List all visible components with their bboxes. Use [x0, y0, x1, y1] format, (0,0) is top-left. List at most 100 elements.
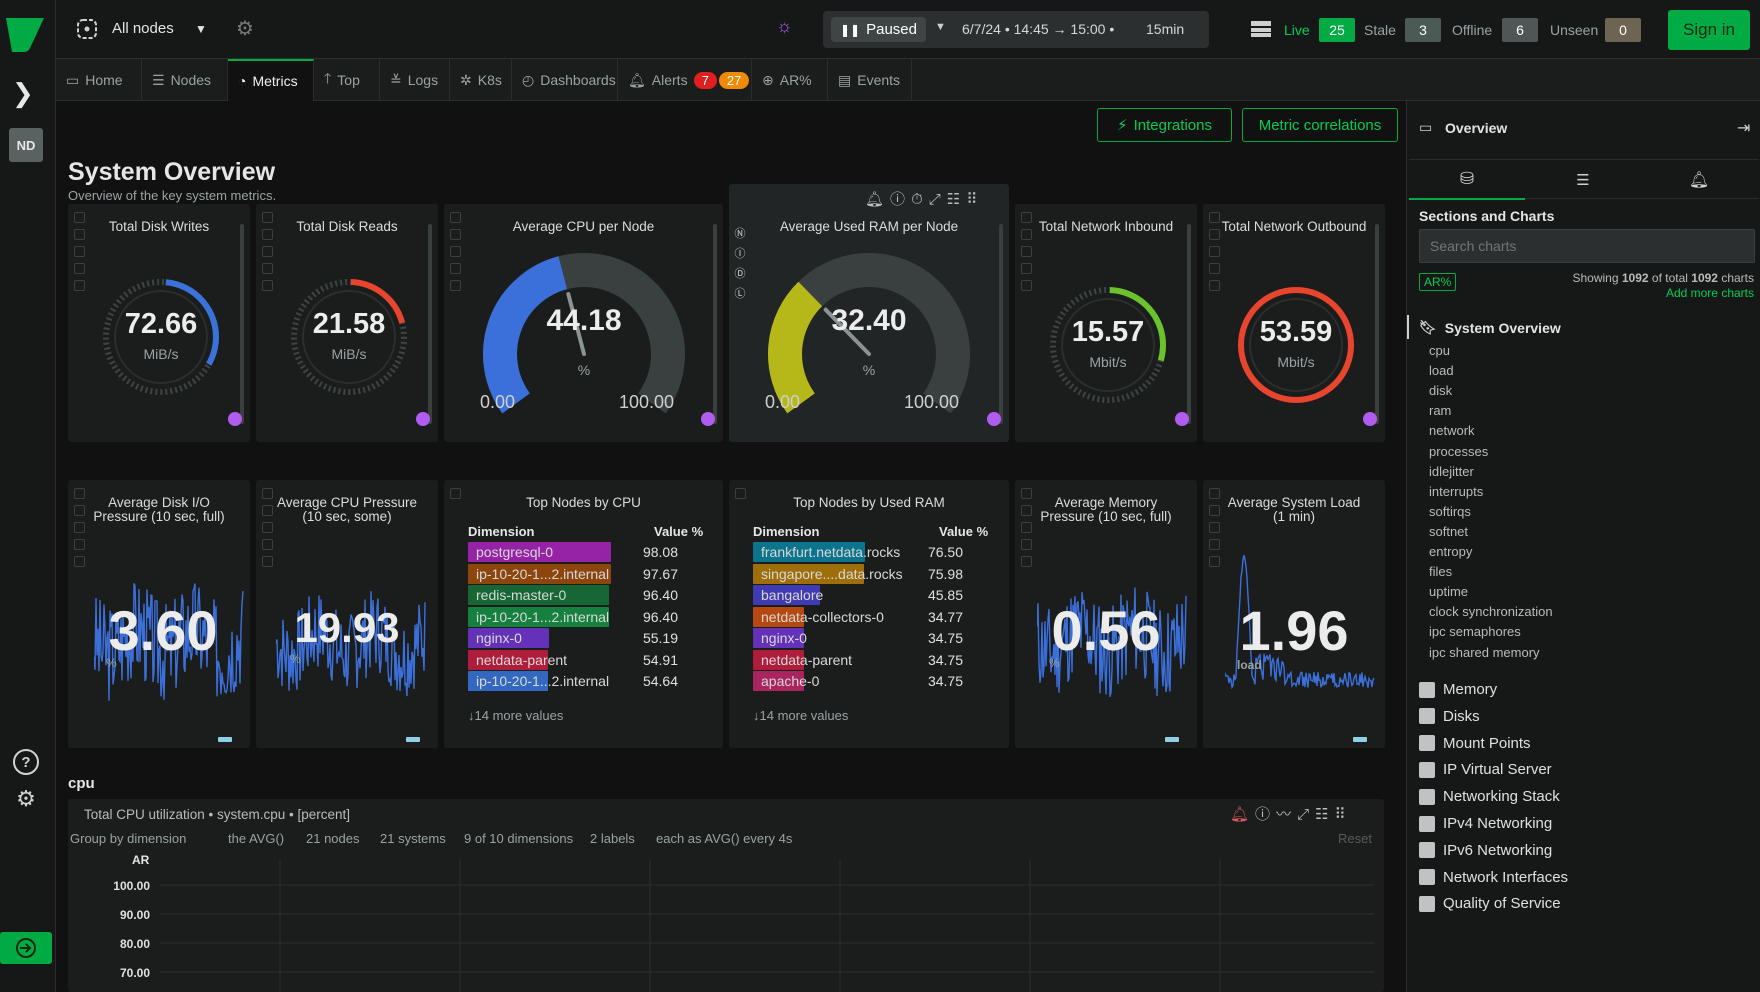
search-charts-input[interactable] [1419, 229, 1755, 263]
collapse-panel-icon[interactable]: ⇥ [1737, 120, 1751, 137]
ar-badge[interactable]: AR% [1419, 273, 1457, 291]
toc-group-ip-virtual-server[interactable]: IP Virtual Server [1419, 761, 1552, 778]
tab-ar[interactable]: ⊕ AR% [752, 59, 828, 101]
reset-button[interactable]: Reset [1338, 831, 1372, 846]
toc-group-network-interfaces[interactable]: Network Interfaces [1419, 869, 1568, 886]
table-row[interactable]: ip-10-20-1...2.internal 97.67 [468, 563, 678, 584]
pin-icon[interactable] [1363, 412, 1377, 426]
live-count[interactable]: 25 [1319, 18, 1355, 42]
toc-group-quality-of-service[interactable]: Quality of Service [1419, 895, 1561, 912]
alerts-tab[interactable]: 🔔︎ [1688, 172, 1710, 189]
toc-group-networking-stack[interactable]: Networking Stack [1419, 788, 1560, 805]
toc-item-load[interactable]: load [1429, 363, 1454, 379]
sliders-icon[interactable]: ☷ [1315, 806, 1335, 823]
card-scrollbar[interactable] [240, 224, 244, 424]
table-row[interactable]: ip-10-20-1...2.internal 54.64 [468, 671, 678, 691]
toc-item-processes[interactable]: processes [1429, 443, 1489, 459]
tab-events[interactable]: ▤ Events [828, 59, 912, 101]
cpu-chart-plot[interactable] [160, 859, 1374, 992]
chevron-down-icon[interactable]: ▼ [935, 21, 946, 33]
sections-tab[interactable]: ⛁ [1409, 160, 1525, 200]
toc-item-clock-synchronization[interactable]: clock synchronization [1429, 604, 1553, 620]
unseen-count[interactable]: 0 [1605, 18, 1641, 42]
pin-icon[interactable] [228, 412, 242, 426]
card-scrollbar[interactable] [1375, 224, 1379, 424]
table-row[interactable]: postgresql-0 98.08 [468, 542, 678, 562]
toc-group-mount-points[interactable]: Mount Points [1419, 735, 1531, 752]
table-row[interactable]: bangalore 45.85 [753, 585, 963, 605]
toc-group-memory[interactable]: Memory [1419, 681, 1497, 698]
filter-tab[interactable]: ☰ [1576, 172, 1590, 189]
drag-icon[interactable]: ⠿ [1334, 806, 1352, 823]
tab-alerts[interactable]: 🔔︎ Alerts 7 27 [618, 59, 752, 101]
bell-icon[interactable]: 🔔︎ [1230, 806, 1256, 823]
info-icon[interactable]: ⓘ [1255, 806, 1277, 823]
tab-top[interactable]: 🡑 Top [314, 59, 380, 101]
tab-dashboards[interactable]: ◴ Dashboards [512, 59, 618, 101]
mem-pressure-card[interactable]: Average Memory Pressure (10 sec, full) 0… [1015, 480, 1197, 748]
space-selector[interactable]: All nodes [112, 20, 174, 37]
bell-icon[interactable]: 🔔︎ [865, 191, 891, 208]
tab-home[interactable]: ▭ Home [56, 59, 142, 101]
toc-item-cpu[interactable]: cpu [1429, 343, 1450, 358]
card-scrollbar[interactable] [713, 224, 717, 424]
table-row[interactable]: ip-10-20-1...2.internal 96.40 [468, 606, 678, 627]
cpu-gauge-card[interactable]: Average CPU per Node 44.18 % 0.00 100.00 [444, 204, 723, 442]
duration[interactable]: 15min [1146, 21, 1185, 37]
toc-item-interrupts[interactable]: interrupts [1429, 483, 1484, 499]
table-row[interactable]: nginx-0 34.75 [753, 628, 963, 648]
chart-toolbar[interactable]: 🔔︎ⓘ〰⤢☷⠿ [1230, 803, 1352, 824]
tab-metrics[interactable]: ◔ Metrics [228, 59, 314, 101]
pin-icon[interactable] [987, 412, 1001, 426]
table-row[interactable]: netdata-parent 54.91 [468, 649, 678, 670]
more-values-link[interactable]: ↓14 more values [468, 708, 564, 723]
labels-filter[interactable]: 2 labels [590, 831, 635, 846]
info-icon[interactable]: ⓘ [890, 191, 912, 208]
top-cpu-card[interactable]: Top Nodes by CPU Dimension Value % ↓14 m… [444, 480, 723, 748]
toc-item-entropy[interactable]: entropy [1429, 544, 1473, 559]
toc-group-ipv4-networking[interactable]: IPv4 Networking [1419, 815, 1552, 832]
table-row[interactable]: netdata-parent 34.75 [753, 649, 963, 670]
gear-icon[interactable]: ⚙ [236, 18, 254, 40]
toc-item-softirqs[interactable]: softirqs [1429, 503, 1471, 519]
pin-icon[interactable] [701, 412, 715, 426]
expand-rail-icon[interactable]: ❯ [12, 78, 34, 108]
table-row[interactable]: netdata-collectors-0 34.77 [753, 606, 963, 627]
table-row[interactable]: apache-0 34.75 [753, 671, 963, 691]
cpu-pressure-card[interactable]: Average CPU Pressure (10 sec, some) 19.9… [256, 480, 438, 748]
card-scrollbar[interactable] [1187, 224, 1191, 424]
add-more-charts-link[interactable]: Add more charts [1665, 286, 1754, 300]
toc-item-files[interactable]: files [1429, 564, 1453, 580]
play-pause-button[interactable]: ❚❚ Paused [831, 17, 926, 42]
help-icon[interactable]: ? [13, 749, 39, 775]
sliders-icon[interactable]: ☷ [946, 191, 967, 208]
sys-load-card[interactable]: Average System Load (1 min) 1.96 load [1203, 480, 1385, 748]
signin-rail-button[interactable] [0, 932, 52, 964]
card-toolbar[interactable]: 🔔︎ⓘ⏱⤢☷⠿ [865, 188, 983, 209]
cpu-chart-card[interactable]: Total CPU utilization • system.cpu • [pe… [68, 799, 1384, 992]
disk-reads-card[interactable]: Total Disk Reads 21.58 MiB/s [256, 204, 438, 442]
toc-group-disks[interactable]: Disks [1419, 708, 1480, 725]
time-range[interactable]: 6/7/24 • 14:45 → 15:00 • [962, 21, 1115, 37]
tab-k8s[interactable]: ✲ K8s [450, 59, 512, 101]
top-ram-card[interactable]: Top Nodes by Used RAM Dimension Value % … [729, 480, 1009, 748]
systems-filter[interactable]: 21 systems [380, 831, 446, 846]
net-out-card[interactable]: Total Network Outbound 53.59 Mbit/s [1203, 204, 1385, 442]
drag-icon[interactable]: ⠿ [966, 191, 984, 208]
toc-item-disk[interactable]: disk [1429, 383, 1453, 399]
card-mode-icons[interactable]: Ⓝ Ⓘ Ⓓ Ⓛ [734, 228, 746, 300]
tab-nodes[interactable]: ☰ Nodes [142, 59, 228, 101]
table-row[interactable]: redis-master-0 96.40 [468, 585, 678, 605]
disk-writes-card[interactable]: Total Disk Writes 72.66 MiB/s [68, 204, 250, 442]
pin-icon[interactable] [416, 412, 430, 426]
toc-system-overview[interactable]: 🔖︎ System Overview [1419, 319, 1561, 336]
toc-item-ipc-shared-memory[interactable]: ipc shared memory [1429, 644, 1540, 660]
toc-item-uptime[interactable]: uptime [1429, 584, 1469, 600]
toc-group-ipv6-networking[interactable]: IPv6 Networking [1419, 842, 1552, 859]
expand-icon[interactable]: ⤢ [928, 191, 947, 208]
bulb-icon[interactable]: ☼ [776, 16, 793, 36]
group-by-filter[interactable]: Group by dimension [70, 831, 187, 846]
space-avatar[interactable]: ND [9, 128, 43, 162]
toc-item-softnet[interactable]: softnet [1429, 523, 1469, 539]
table-row[interactable]: singapore....data.rocks 75.98 [753, 563, 963, 584]
